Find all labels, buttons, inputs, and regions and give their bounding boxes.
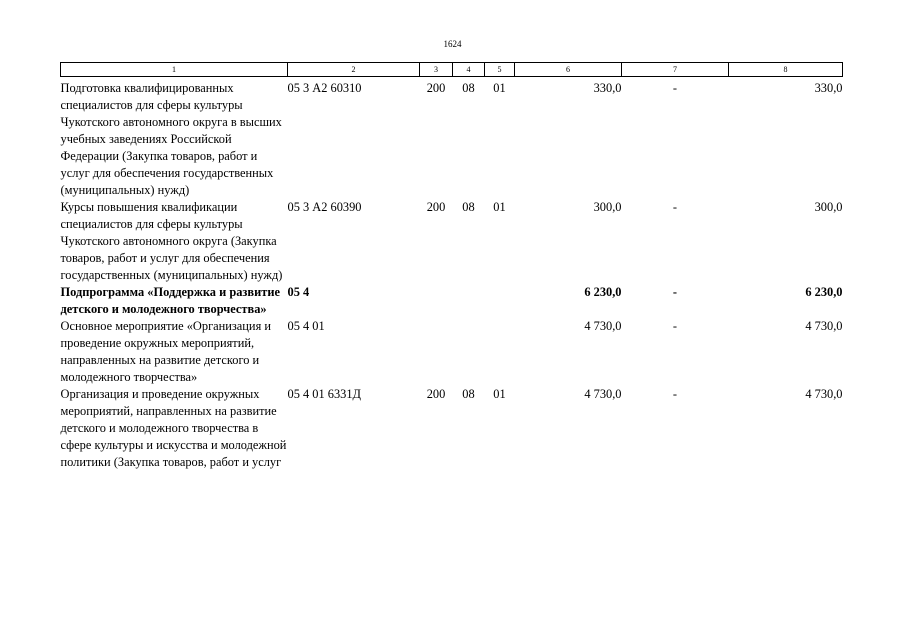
row-col8: 330,0 <box>814 81 843 95</box>
row-code: 05 3 А2 60310 <box>287 81 362 95</box>
table-row: Подготовка квалифицированных специалисто… <box>61 77 843 200</box>
row-col8: 300,0 <box>814 200 843 214</box>
column-header: 8 <box>728 62 843 77</box>
row-col5: 01 <box>493 387 506 401</box>
row-col6: 4 730,0 <box>584 319 622 333</box>
row-col5 <box>485 284 515 318</box>
column-header: 5 <box>484 62 515 77</box>
row-col6: 4 730,0 <box>584 387 622 401</box>
table-row: Основное мероприятие «Организация и пров… <box>61 318 843 386</box>
row-col8: 4 730,0 <box>805 319 843 333</box>
column-header: 3 <box>419 62 453 77</box>
row-col6: 300,0 <box>593 200 622 214</box>
row-col5: 01 <box>493 200 506 214</box>
row-col7: - <box>672 285 678 299</box>
row-col8: 6 230,0 <box>805 285 843 299</box>
row-code: 05 4 01 <box>287 319 325 333</box>
page-number: 1624 <box>443 39 462 49</box>
row-col7: - <box>672 200 678 214</box>
column-header: 4 <box>452 62 485 77</box>
row-col3: 200 <box>426 200 446 214</box>
table-row: Курсы повышения квалификации специалисто… <box>61 199 843 284</box>
row-col4 <box>453 318 485 386</box>
row-col5 <box>485 318 515 386</box>
row-code: 05 4 01 6331Д <box>287 387 362 401</box>
row-col6: 330,0 <box>593 81 622 95</box>
row-col3 <box>420 318 453 386</box>
row-col4: 08 <box>462 81 475 95</box>
row-code: 05 3 А2 60390 <box>287 200 362 214</box>
row-col8: 4 730,0 <box>805 387 843 401</box>
row-col7: - <box>672 81 678 95</box>
column-header: 2 <box>287 62 420 77</box>
row-col4: 08 <box>462 387 475 401</box>
column-header: 7 <box>621 62 729 77</box>
column-number-header: 1 2 3 4 5 6 7 8 <box>60 62 843 77</box>
row-col7: - <box>672 387 678 401</box>
row-name: Подпрограмма «Поддержка и развитие детск… <box>60 285 280 316</box>
row-col3 <box>420 284 453 318</box>
row-col5: 01 <box>493 81 506 95</box>
column-header: 6 <box>514 62 622 77</box>
column-header: 1 <box>60 62 288 77</box>
budget-table: 1 2 3 4 5 6 7 8 Подготовка квалифицирова… <box>60 62 843 471</box>
row-col3: 200 <box>426 81 446 95</box>
row-col3: 200 <box>426 387 446 401</box>
row-col4: 08 <box>462 200 475 214</box>
row-name: Курсы повышения квалификации специалисто… <box>60 200 283 282</box>
row-code: 05 4 <box>287 285 310 299</box>
row-name: Подготовка квалифицированных специалисто… <box>60 81 282 197</box>
row-col6: 6 230,0 <box>584 285 622 299</box>
table-row-subprogram: Подпрограмма «Поддержка и развитие детск… <box>61 284 843 318</box>
row-col7: - <box>672 319 678 333</box>
table-row: Организация и проведение окружных меропр… <box>61 386 843 471</box>
row-col4 <box>453 284 485 318</box>
row-name: Основное мероприятие «Организация и пров… <box>60 319 272 384</box>
row-name: Организация и проведение окружных меропр… <box>60 387 287 469</box>
